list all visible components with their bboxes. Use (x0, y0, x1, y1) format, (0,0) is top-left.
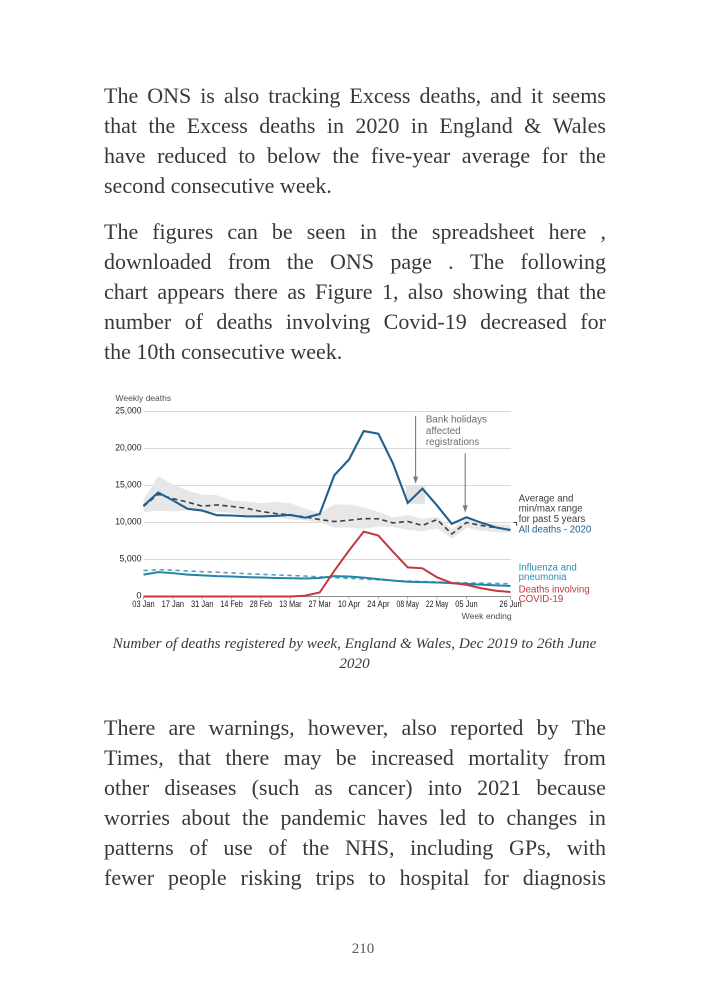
svg-text:5,000: 5,000 (120, 554, 142, 564)
svg-text:Bank holidays: Bank holidays (426, 415, 487, 426)
svg-text:26 Jun: 26 Jun (499, 599, 521, 609)
svg-text:for past 5 years: for past 5 years (519, 514, 586, 525)
svg-text:COVID-19: COVID-19 (519, 594, 564, 605)
svg-text:registrations: registrations (426, 437, 479, 448)
svg-text:0: 0 (136, 591, 141, 601)
svg-text:Deaths involving: Deaths involving (519, 584, 590, 595)
svg-text:27 Mar: 27 Mar (308, 599, 330, 609)
svg-text:25,000: 25,000 (115, 406, 141, 416)
svg-text:28 Feb: 28 Feb (250, 599, 272, 609)
svg-text:13 Mar: 13 Mar (279, 599, 301, 609)
svg-text:All deaths - 2020: All deaths - 2020 (519, 525, 592, 536)
svg-text:03 Jan: 03 Jan (132, 599, 154, 609)
svg-text:Influenza and: Influenza and (519, 563, 577, 574)
svg-text:31 Jan: 31 Jan (191, 599, 213, 609)
svg-text:20,000: 20,000 (115, 443, 141, 453)
svg-text:Average and: Average and (519, 494, 574, 505)
svg-text:14 Feb: 14 Feb (220, 599, 242, 609)
svg-text:Week ending: Week ending (462, 611, 512, 621)
svg-text:10 Apr: 10 Apr (338, 599, 360, 609)
svg-text:min/max range: min/max range (519, 504, 583, 515)
svg-text:08 May: 08 May (397, 599, 420, 609)
svg-text:10,000: 10,000 (115, 517, 141, 527)
svg-text:05 Jun: 05 Jun (455, 599, 477, 609)
svg-text:17 Jan: 17 Jan (162, 599, 184, 609)
svg-text:22 May: 22 May (426, 599, 449, 609)
svg-text:Weekly deaths: Weekly deaths (116, 393, 172, 403)
svg-text:24 Apr: 24 Apr (367, 599, 389, 609)
svg-text:pneumonia: pneumonia (519, 572, 568, 583)
svg-text:affected: affected (426, 426, 461, 437)
svg-text:15,000: 15,000 (115, 480, 141, 490)
